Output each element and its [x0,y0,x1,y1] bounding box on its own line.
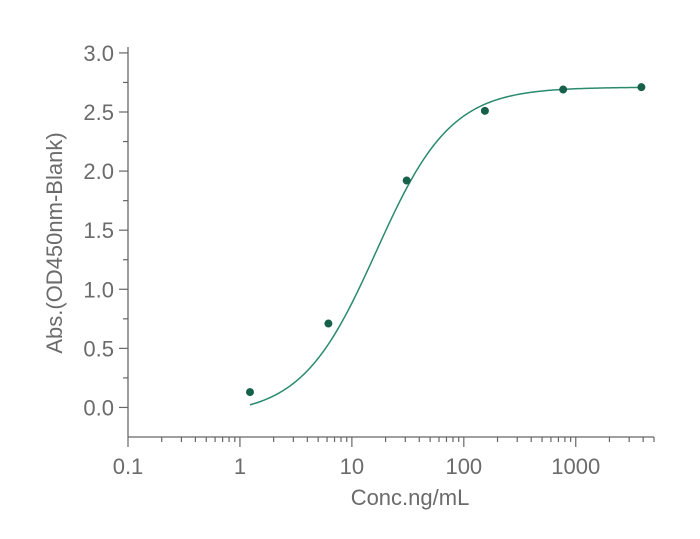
y-axis: 0.0 0.5 1.0 1.5 2.0 2.5 3.0 [83,41,129,437]
x-tick-label: 0.1 [113,454,144,479]
data-point [324,319,333,328]
x-tick-label: 10 [340,454,364,479]
x-tick-label: 100 [445,454,482,479]
data-point [637,83,646,92]
data-point [246,388,255,397]
x-tick-label: 1 [234,454,246,479]
x-tick-label: 1000 [551,454,600,479]
y-tick-label: 1.5 [83,218,114,243]
y-tick-label: 2.0 [83,159,114,184]
data-points [246,83,646,397]
y-axis-title: Abs.(OD450nm-Blank) [42,132,67,353]
y-tick-label: 0.5 [83,336,114,361]
y-tick-label: 1.0 [83,277,114,302]
data-point [559,85,568,94]
fit-curve [249,86,642,406]
data-point [402,176,411,185]
x-axis: 0.1 1 10 100 1000 [113,436,655,479]
y-tick-label: 2.5 [83,100,114,125]
y-tick-label: 0.0 [83,395,114,420]
x-axis-title: Conc.ng/mL [351,485,470,510]
data-point [480,106,489,115]
y-tick-label: 3.0 [83,41,114,66]
